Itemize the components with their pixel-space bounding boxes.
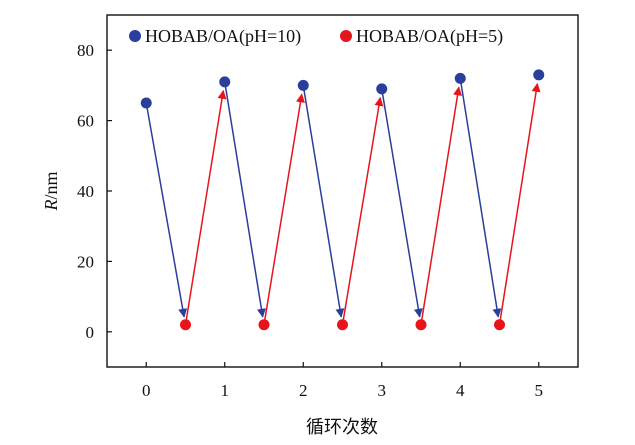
legend-marker-series-0 bbox=[129, 30, 141, 42]
transition-arrows bbox=[145, 78, 541, 325]
y-axis-title: R/nm bbox=[41, 171, 61, 211]
y-tick-label-3: 60 bbox=[77, 112, 94, 131]
arrow-down-0 bbox=[145, 102, 188, 318]
x-tick-label-0: 0 bbox=[142, 381, 151, 400]
series-1-point-0 bbox=[180, 319, 191, 331]
arrow-up-2 bbox=[341, 96, 384, 325]
arrow-up-4 bbox=[498, 82, 541, 325]
arrow-down-4 bbox=[459, 78, 502, 318]
axis-ticks: 0 1 2 3 4 5 0 20 40 60 80 bbox=[77, 41, 543, 400]
x-tick-label-5: 5 bbox=[535, 381, 544, 400]
series-0-point-5 bbox=[533, 69, 545, 81]
arrow-down-3 bbox=[381, 88, 423, 318]
series-0-point-3 bbox=[376, 83, 388, 95]
x-tick-label-4: 4 bbox=[456, 381, 465, 400]
arrow-down-2 bbox=[302, 85, 345, 318]
arrow-up-0 bbox=[184, 89, 227, 325]
arrow-down-1 bbox=[224, 81, 266, 318]
x-tick-label-1: 1 bbox=[221, 381, 230, 400]
arrow-up-3 bbox=[420, 86, 463, 325]
series-0-point-0 bbox=[140, 97, 152, 109]
arrow-up-1 bbox=[263, 93, 305, 325]
y-tick-label-4: 80 bbox=[77, 41, 94, 60]
series-0-point-1 bbox=[219, 76, 231, 88]
series-0-point-2 bbox=[297, 79, 309, 91]
legend-label-series-1: HOBAB/OA(pH=5) bbox=[356, 26, 503, 47]
x-tick-label-3: 3 bbox=[378, 381, 387, 400]
x-tick-label-2: 2 bbox=[299, 381, 308, 400]
series-1-point-4 bbox=[494, 319, 505, 331]
series-1-point-1 bbox=[258, 319, 270, 331]
series-0-point-4 bbox=[454, 72, 466, 84]
legend: HOBAB/OA(pH=10) HOBAB/OA(pH=5) bbox=[129, 26, 503, 47]
y-tick-label-2: 40 bbox=[77, 182, 94, 201]
plot-frame bbox=[106, 14, 579, 368]
data-points bbox=[140, 69, 545, 331]
legend-marker-series-1 bbox=[340, 30, 352, 42]
series-1-point-2 bbox=[337, 319, 348, 331]
x-axis-title: 循环次数 bbox=[306, 417, 378, 437]
y-tick-label-1: 20 bbox=[77, 252, 94, 271]
series-1-point-3 bbox=[415, 319, 427, 331]
legend-label-series-0: HOBAB/OA(pH=10) bbox=[145, 26, 301, 47]
y-tick-label-0: 0 bbox=[86, 323, 95, 342]
